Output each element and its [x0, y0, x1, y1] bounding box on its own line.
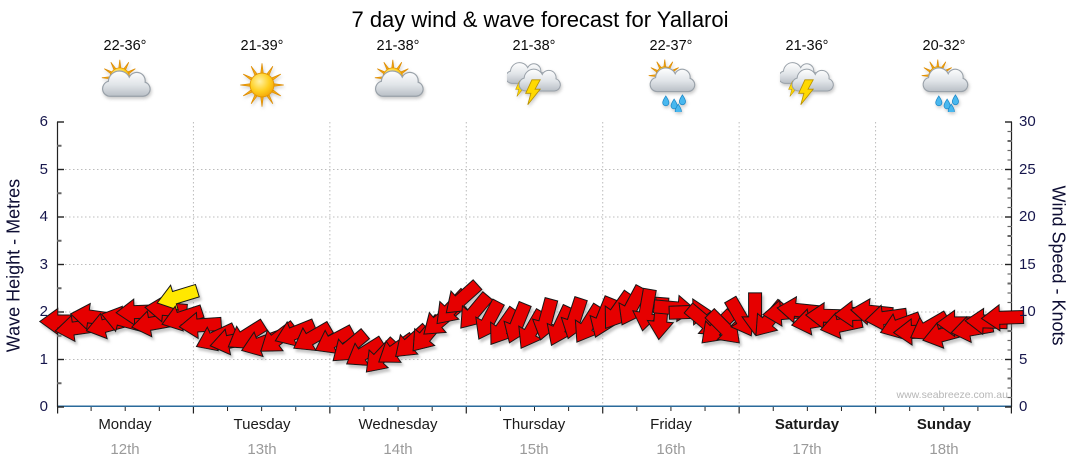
axis-tick-label: 3 — [39, 255, 48, 273]
wind-arrow — [445, 279, 483, 314]
weather-sun-shower-icon — [648, 59, 696, 115]
weather-thunderstorm-icon — [778, 62, 834, 105]
day-header-sunday: 20-32° — [876, 38, 1012, 117]
page-title: 7 day wind & wave forecast for Yallaroi — [351, 7, 729, 32]
temperature-range: 21-38° — [376, 38, 420, 54]
xaxis-label-wednesday: Wednesday 14th — [358, 416, 438, 458]
wind-wave-plot — [38, 121, 1025, 414]
weather-sunny-icon — [240, 63, 284, 107]
xaxis-label-monday: Monday 12th — [98, 416, 152, 458]
xaxis-label-saturday: Saturday 17th — [774, 416, 840, 458]
axis-tick-label: 20 — [1019, 208, 1036, 225]
temperature-range: 20-32° — [922, 38, 966, 54]
day-header-saturday: 21-36° — [739, 38, 875, 117]
axis-tick-label: 1 — [39, 350, 48, 368]
axis-tick-label: 0 — [39, 398, 48, 415]
axis-tick-label: 30 — [1019, 113, 1036, 130]
day-header-thursday: 21-38° — [466, 38, 602, 117]
xaxis-label-thursday: Thursday 15th — [502, 416, 566, 458]
day-header-monday: 22-36° — [57, 38, 193, 117]
xaxis-label-tuesday: Tuesday 13th — [233, 416, 291, 458]
wind-arrow — [178, 311, 223, 340]
wind-arrow — [314, 324, 357, 355]
wind-arrow-highlight — [156, 283, 200, 311]
axis-tick-label: 5 — [39, 160, 48, 178]
temperature-range: 22-36° — [103, 38, 147, 54]
axis-tick-label: 4 — [39, 208, 48, 225]
wind-arrow — [980, 303, 1025, 332]
day-header-friday: 22-37° — [603, 38, 739, 117]
temperature-range: 22-37° — [649, 38, 693, 54]
axis-tick-label: 5 — [1019, 350, 1028, 368]
temperature-range: 21-36° — [785, 38, 829, 54]
xaxis-label-friday: Friday 16th — [650, 416, 692, 458]
axis-tick-label: 6 — [39, 113, 48, 130]
wind-arrow — [864, 304, 909, 332]
axis-tick-label: 0 — [1019, 398, 1028, 415]
wind-arrow — [345, 335, 387, 366]
weather-sun-shower-icon — [921, 59, 969, 115]
day-header-wednesday: 21-38° — [330, 38, 466, 117]
temperature-range: 21-38° — [512, 38, 556, 54]
temperature-range: 21-39° — [240, 38, 284, 54]
weather-sun-cloud-icon — [374, 59, 424, 97]
xaxis-label-sunday: Sunday 18th — [916, 416, 972, 458]
watermark: www.seabreeze.com.au — [896, 389, 1008, 401]
axis-tick-label: 25 — [1019, 160, 1036, 178]
axis-tick-label: 15 — [1019, 255, 1036, 273]
wind-arrow — [293, 320, 335, 352]
wind-arrow — [704, 307, 740, 344]
day-header-tuesday: 21-39° — [194, 38, 330, 117]
weather-thunderstorm-icon — [505, 62, 561, 105]
weather-sun-cloud-icon — [101, 59, 151, 97]
wind-arrow — [274, 318, 318, 347]
axis-tick-label: 10 — [1019, 303, 1036, 320]
wind-arrow — [632, 287, 660, 332]
wind-arrow — [574, 302, 606, 343]
axis-tick-label: 2 — [39, 303, 48, 320]
